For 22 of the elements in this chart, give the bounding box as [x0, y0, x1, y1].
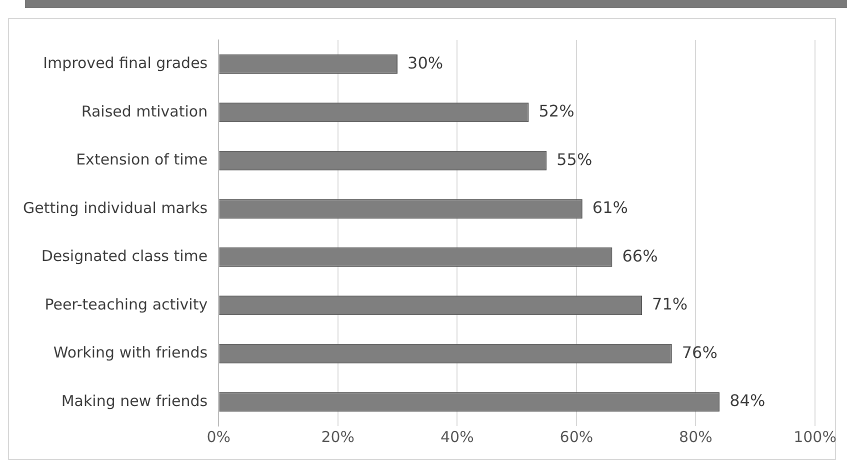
x-tick-label: 40%	[440, 428, 474, 446]
y-tick-label: Getting individual marks	[22, 198, 208, 217]
data-label: 84%	[730, 391, 766, 410]
data-label: 66%	[622, 246, 658, 266]
data-label: 55%	[556, 150, 592, 169]
data-label: 71%	[652, 294, 688, 314]
y-tick-label: Extension of time	[76, 150, 208, 169]
y-tick-label: Improved final grades	[43, 54, 208, 72]
x-tick-label: 100%	[794, 428, 836, 446]
x-tick-label: 20%	[321, 428, 355, 446]
data-label: 76%	[682, 342, 718, 362]
y-tick-label: Raised mtivation	[81, 102, 208, 120]
y-tick-label: Making new friends	[61, 392, 208, 410]
data-label: 52%	[538, 102, 574, 121]
x-tick-label: 80%	[679, 428, 712, 446]
y-tick-label: Peer-teaching activity	[44, 295, 208, 314]
y-tick-label: Designated class time	[41, 247, 208, 266]
y-tick-label: Working with friends	[53, 344, 208, 362]
x-tick-label: 60%	[560, 428, 594, 446]
x-tick-label: 0%	[206, 428, 231, 446]
data-label: 30%	[408, 53, 444, 72]
data-label: 61%	[592, 198, 628, 218]
